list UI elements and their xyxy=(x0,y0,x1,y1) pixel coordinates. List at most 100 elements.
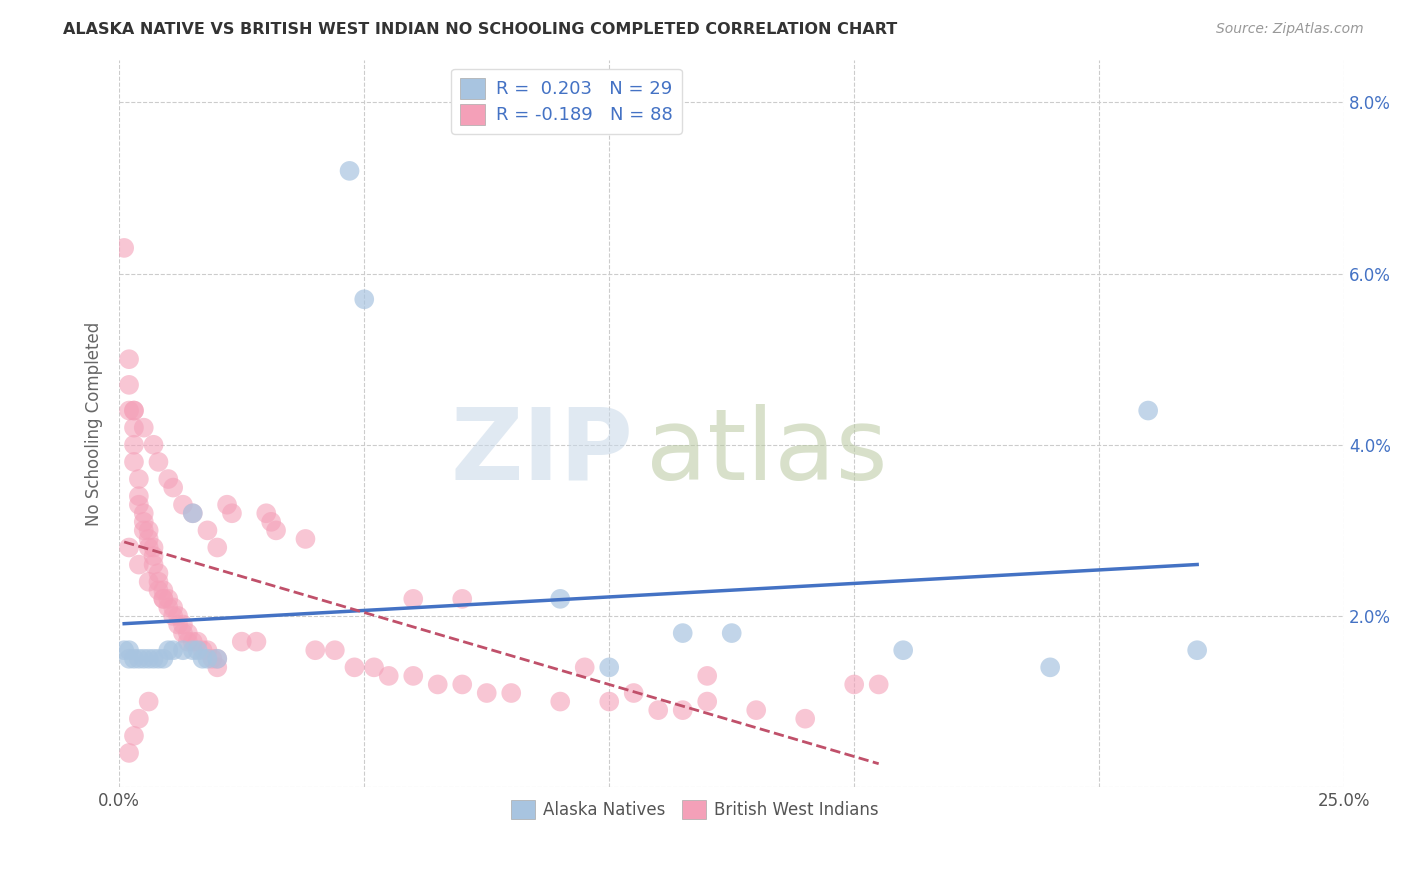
Point xyxy=(128,472,150,486)
Point xyxy=(128,489,150,503)
Point xyxy=(118,403,141,417)
Point xyxy=(157,591,180,606)
Point xyxy=(152,652,174,666)
Point xyxy=(167,609,190,624)
Point xyxy=(264,524,287,538)
Point xyxy=(122,403,145,417)
Point xyxy=(142,541,165,555)
Point xyxy=(112,643,135,657)
Point xyxy=(118,541,141,555)
Point xyxy=(152,583,174,598)
Point xyxy=(142,558,165,572)
Point xyxy=(122,420,145,434)
Legend: Alaska Natives, British West Indians: Alaska Natives, British West Indians xyxy=(505,794,886,826)
Point xyxy=(231,634,253,648)
Point xyxy=(132,506,155,520)
Point xyxy=(167,617,190,632)
Point xyxy=(177,626,200,640)
Point xyxy=(157,643,180,657)
Point xyxy=(501,686,523,700)
Point xyxy=(207,652,229,666)
Point xyxy=(138,524,160,538)
Point xyxy=(197,524,219,538)
Point xyxy=(187,634,209,648)
Point xyxy=(720,626,742,640)
Point xyxy=(157,600,180,615)
Point xyxy=(148,566,170,581)
Point xyxy=(162,481,184,495)
Point xyxy=(598,695,620,709)
Point xyxy=(162,609,184,624)
Point xyxy=(138,652,160,666)
Point xyxy=(152,591,174,606)
Point xyxy=(118,643,141,657)
Point xyxy=(138,695,160,709)
Point xyxy=(181,634,204,648)
Point xyxy=(132,515,155,529)
Point xyxy=(623,686,645,700)
Point xyxy=(353,293,375,307)
Text: Source: ZipAtlas.com: Source: ZipAtlas.com xyxy=(1216,22,1364,37)
Point xyxy=(598,660,620,674)
Point xyxy=(122,455,145,469)
Point xyxy=(207,660,229,674)
Point xyxy=(794,712,817,726)
Point xyxy=(172,643,194,657)
Point xyxy=(148,583,170,598)
Point xyxy=(157,472,180,486)
Point xyxy=(207,652,229,666)
Point xyxy=(172,498,194,512)
Point xyxy=(254,506,277,520)
Point xyxy=(148,652,170,666)
Point xyxy=(451,591,474,606)
Point xyxy=(122,403,145,417)
Point xyxy=(128,712,150,726)
Point xyxy=(138,574,160,589)
Point xyxy=(132,420,155,434)
Point xyxy=(339,164,361,178)
Point xyxy=(844,677,866,691)
Point xyxy=(128,558,150,572)
Point xyxy=(181,506,204,520)
Text: ALASKA NATIVE VS BRITISH WEST INDIAN NO SCHOOLING COMPLETED CORRELATION CHART: ALASKA NATIVE VS BRITISH WEST INDIAN NO … xyxy=(63,22,897,37)
Point xyxy=(172,617,194,632)
Point xyxy=(207,541,229,555)
Point xyxy=(128,652,150,666)
Point xyxy=(377,669,399,683)
Point xyxy=(187,643,209,657)
Point xyxy=(1185,643,1208,657)
Point xyxy=(475,686,498,700)
Point xyxy=(304,643,326,657)
Point xyxy=(118,746,141,760)
Point xyxy=(868,677,890,691)
Point xyxy=(402,669,425,683)
Point xyxy=(148,455,170,469)
Y-axis label: No Schooling Completed: No Schooling Completed xyxy=(86,321,103,525)
Point xyxy=(343,660,366,674)
Point xyxy=(128,498,150,512)
Point xyxy=(152,591,174,606)
Point xyxy=(138,532,160,546)
Point xyxy=(245,634,267,648)
Point xyxy=(177,634,200,648)
Point xyxy=(294,532,316,546)
Point xyxy=(696,669,718,683)
Point xyxy=(672,703,695,717)
Point xyxy=(197,643,219,657)
Point xyxy=(162,600,184,615)
Text: atlas: atlas xyxy=(645,404,887,501)
Point xyxy=(215,498,238,512)
Point xyxy=(574,660,596,674)
Point xyxy=(201,652,224,666)
Point xyxy=(363,660,385,674)
Point xyxy=(118,377,141,392)
Point xyxy=(181,506,204,520)
Point xyxy=(323,643,346,657)
Point xyxy=(122,652,145,666)
Point xyxy=(745,703,768,717)
Point xyxy=(647,703,669,717)
Point xyxy=(162,643,184,657)
Point xyxy=(142,549,165,563)
Point xyxy=(426,677,449,691)
Point xyxy=(221,506,243,520)
